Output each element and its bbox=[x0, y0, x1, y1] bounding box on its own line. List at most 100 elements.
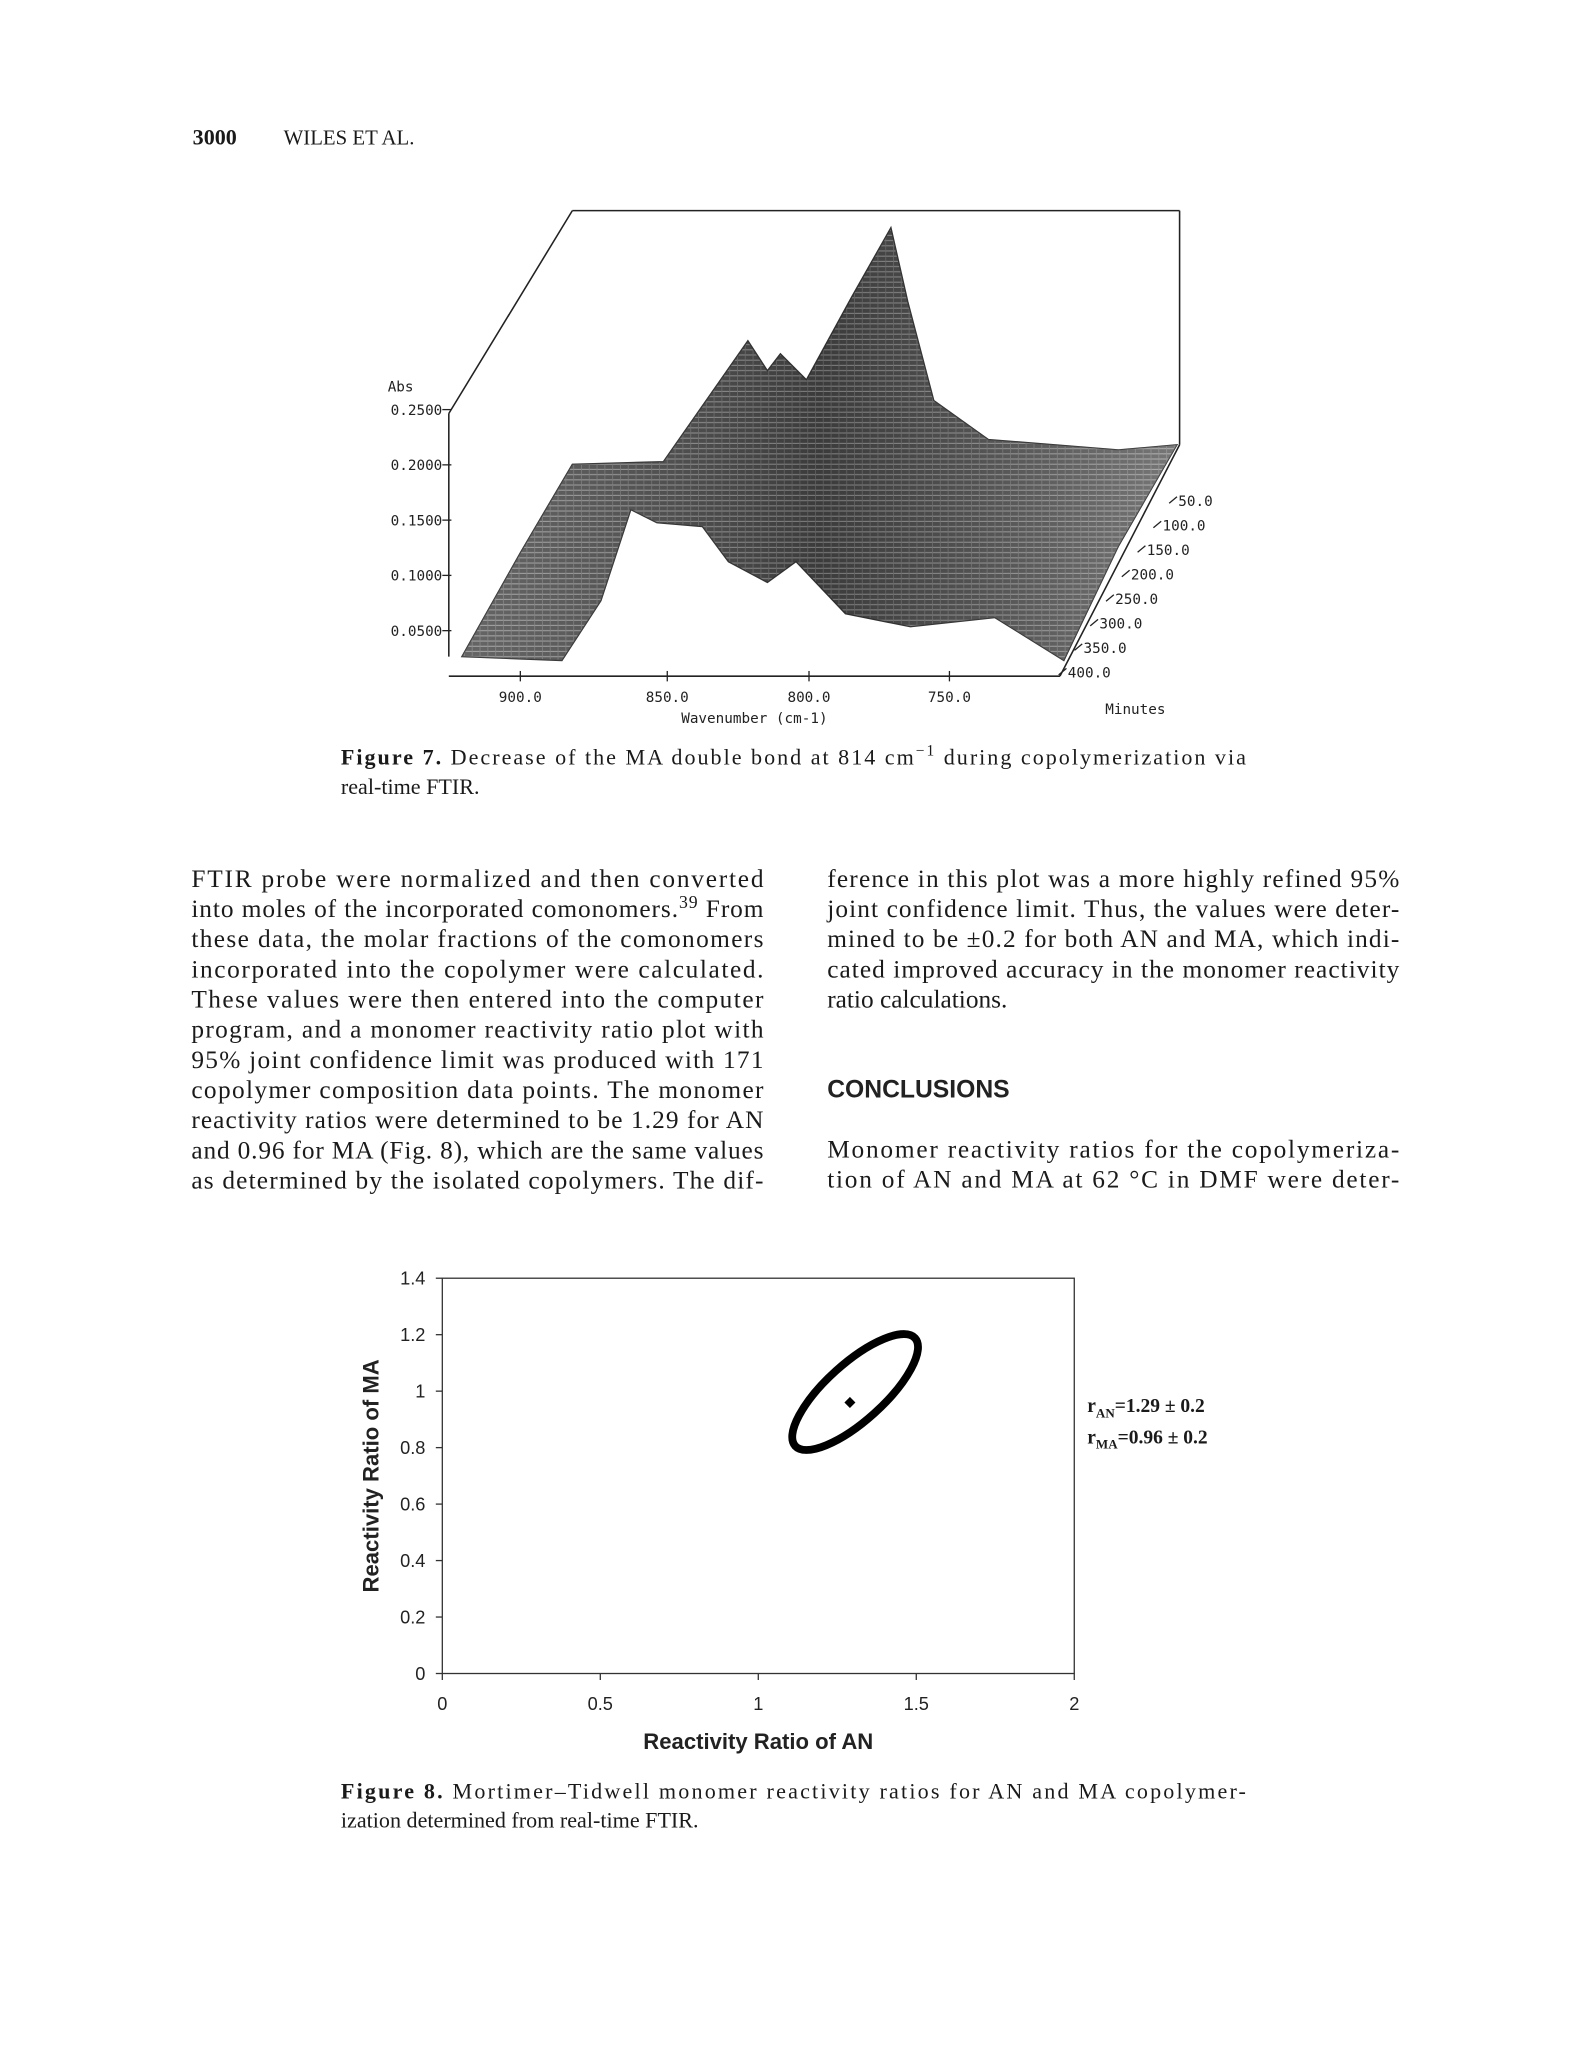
y-tick-label: 1.2 bbox=[400, 1325, 425, 1345]
z-axis-label: Minutes bbox=[1105, 702, 1165, 718]
y-tick-label: 0.8 bbox=[400, 1438, 425, 1458]
figure-7-ticks bbox=[519, 670, 951, 682]
caption-line: ization determined from real-time FTIR. bbox=[341, 1808, 699, 1833]
body-line: reactivity ratios were determined to be … bbox=[191, 1106, 763, 1134]
text-run: ization determined from real-time FTIR. bbox=[341, 1808, 699, 1833]
body-line: incorporated into the copolymer were cal… bbox=[191, 955, 763, 983]
text-run: real-time FTIR. bbox=[341, 774, 480, 799]
y-tick-label: 0.4 bbox=[400, 1551, 425, 1571]
text-run: reactivity ratios were determined to be … bbox=[191, 1106, 763, 1134]
text-run: copolymer composition data points. The m… bbox=[191, 1076, 764, 1104]
body-line: joint confidence limit. Thus, the values… bbox=[826, 895, 1399, 923]
text-run: Figure 8. bbox=[341, 1778, 443, 1803]
section-heading: CONCLUSIONS bbox=[827, 1076, 1009, 1103]
superscript: 39 bbox=[679, 892, 698, 912]
text-run: Monomer reactivity ratios for the copoly… bbox=[827, 1135, 1399, 1163]
text-run: mined to be ±0.2 for both AN and MA, whi… bbox=[827, 925, 1399, 953]
z-tick bbox=[1152, 520, 1162, 529]
z-tick-label: 250.0 bbox=[1115, 592, 1158, 608]
y-tick-label: 0.6 bbox=[400, 1495, 425, 1515]
y-axis-label: Reactivity Ratio of MA bbox=[359, 1359, 384, 1592]
x-tick-label: 1.5 bbox=[904, 1694, 929, 1714]
y-tick-label: 0.1500 bbox=[391, 513, 443, 529]
annotation-subscript: AN bbox=[1096, 1405, 1115, 1420]
plot-frame bbox=[441, 1277, 1075, 1675]
text-run: and 0.96 for MA (Fig. 8), which are the … bbox=[191, 1136, 763, 1164]
y-tick-label: 0.1000 bbox=[391, 569, 443, 585]
body-line: these data, the molar fractions of the c… bbox=[191, 925, 763, 953]
body-line: program, and a monomer reactivity ratio … bbox=[191, 1016, 763, 1044]
z-tick-label: 350.0 bbox=[1084, 641, 1127, 657]
text-run: 95% joint confidence limit was produced … bbox=[191, 1046, 763, 1074]
body-line: ratio calculations. bbox=[827, 985, 1007, 1013]
caption-line: real-time FTIR. bbox=[341, 774, 480, 799]
x-tick-label: 2 bbox=[1069, 1694, 1079, 1714]
x-tick-label: 1 bbox=[753, 1694, 763, 1714]
text-run: these data, the molar fractions of the c… bbox=[191, 925, 763, 953]
text-run: program, and a monomer reactivity ratio … bbox=[191, 1016, 763, 1044]
z-tick-label: 400.0 bbox=[1068, 665, 1111, 681]
x-tick-label: 0 bbox=[437, 1694, 447, 1714]
annotation-text: =0.96 ± 0.2 bbox=[1118, 1427, 1208, 1448]
x-tick-label: 750.0 bbox=[928, 690, 971, 706]
body-line: ference in this plot was a more highly r… bbox=[827, 865, 1399, 893]
surface-shade bbox=[461, 227, 1177, 661]
figure-7: Abs 0.2500 0.2000 0.1500 0.1000 0.0500 900.0 85… bbox=[388, 209, 1213, 727]
annotation-subscript: MA bbox=[1096, 1437, 1118, 1452]
data-point bbox=[844, 1396, 856, 1408]
y-tick-label: 0.0500 bbox=[391, 624, 443, 640]
z-tick bbox=[1089, 618, 1099, 627]
z-tick-label: 150.0 bbox=[1147, 543, 1190, 559]
caption-line: Figure 8. Mortimer–Tidwell monomer react… bbox=[341, 1778, 1246, 1803]
annotation-symbol: r bbox=[1087, 1427, 1096, 1448]
figure-7-frame bbox=[448, 209, 1181, 677]
superscript: −1 bbox=[916, 742, 934, 759]
text-run: FTIR probe were normalized and then conv… bbox=[191, 865, 763, 893]
z-tick bbox=[1074, 643, 1083, 651]
annotation-symbol: r bbox=[1087, 1396, 1096, 1417]
body-line: and 0.96 for MA (Fig. 8), which are the … bbox=[191, 1136, 763, 1164]
body-line: tion of AN and MA at 62 °C in DMF were d… bbox=[827, 1165, 1399, 1193]
x-tick-label: 800.0 bbox=[787, 690, 830, 706]
body-line: into moles of the incorporated comonomer… bbox=[191, 892, 763, 923]
text-run: into moles of the incorporated comonomer… bbox=[191, 895, 678, 923]
text-run: during copolymerization via bbox=[936, 745, 1246, 770]
confidence-ellipse bbox=[788, 1330, 922, 1454]
y-tick-label: 0.2000 bbox=[391, 458, 443, 474]
y-tick-label: 1.4 bbox=[400, 1269, 425, 1289]
x-axis-label: Wavenumber (cm-1) bbox=[681, 711, 827, 727]
z-tick-label: 300.0 bbox=[1099, 616, 1142, 632]
y-tick-label: 0 bbox=[415, 1664, 425, 1684]
annotation-text: =1.29 ± 0.2 bbox=[1115, 1396, 1205, 1417]
body-line: 95% joint confidence limit was produced … bbox=[191, 1046, 763, 1074]
text-run: cated improved accuracy in the monomer r… bbox=[827, 955, 1399, 983]
annotation: rMA=0.96 ± 0.2 bbox=[1087, 1427, 1207, 1451]
z-tick bbox=[1137, 545, 1146, 553]
body-line: mined to be ±0.2 for both AN and MA, whi… bbox=[827, 925, 1399, 953]
body-line: These values were then entered into the … bbox=[191, 985, 764, 1013]
text-run: Decrease of the MA double bond at 814 cm bbox=[443, 745, 914, 770]
x-axis-label: Reactivity Ratio of AN bbox=[643, 1729, 873, 1754]
y-tick-label: 0.2500 bbox=[391, 403, 443, 419]
text-run: ference in this plot was a more highly r… bbox=[827, 865, 1399, 893]
y-tick-label: 1 bbox=[415, 1382, 425, 1402]
running-head: WILES ET AL. bbox=[284, 126, 415, 149]
figure-8: Reactivity Ratio of AN Reactivity Ratio … bbox=[359, 1269, 1208, 1754]
x-tick-label: 0.5 bbox=[588, 1694, 613, 1714]
caption-line: Figure 7. Decrease of the MA double bond… bbox=[341, 742, 1246, 769]
x-tick-label: 850.0 bbox=[646, 690, 689, 706]
body-line: copolymer composition data points. The m… bbox=[191, 1076, 764, 1104]
text-run: Mortimer–Tidwell monomer reactivity rati… bbox=[445, 1778, 1246, 1803]
body-line: FTIR probe were normalized and then conv… bbox=[191, 865, 763, 893]
y-axis-label: Abs bbox=[388, 379, 414, 395]
text-run: joint confidence limit. Thus, the values… bbox=[826, 895, 1399, 923]
text-run: These values were then entered into the … bbox=[191, 985, 764, 1013]
z-tick bbox=[1105, 594, 1115, 602]
body-line: cated improved accuracy in the monomer r… bbox=[827, 955, 1399, 983]
text-run: From bbox=[699, 895, 764, 923]
annotation: rAN=1.29 ± 0.2 bbox=[1087, 1396, 1205, 1420]
text-run: ratio calculations. bbox=[827, 985, 1007, 1013]
